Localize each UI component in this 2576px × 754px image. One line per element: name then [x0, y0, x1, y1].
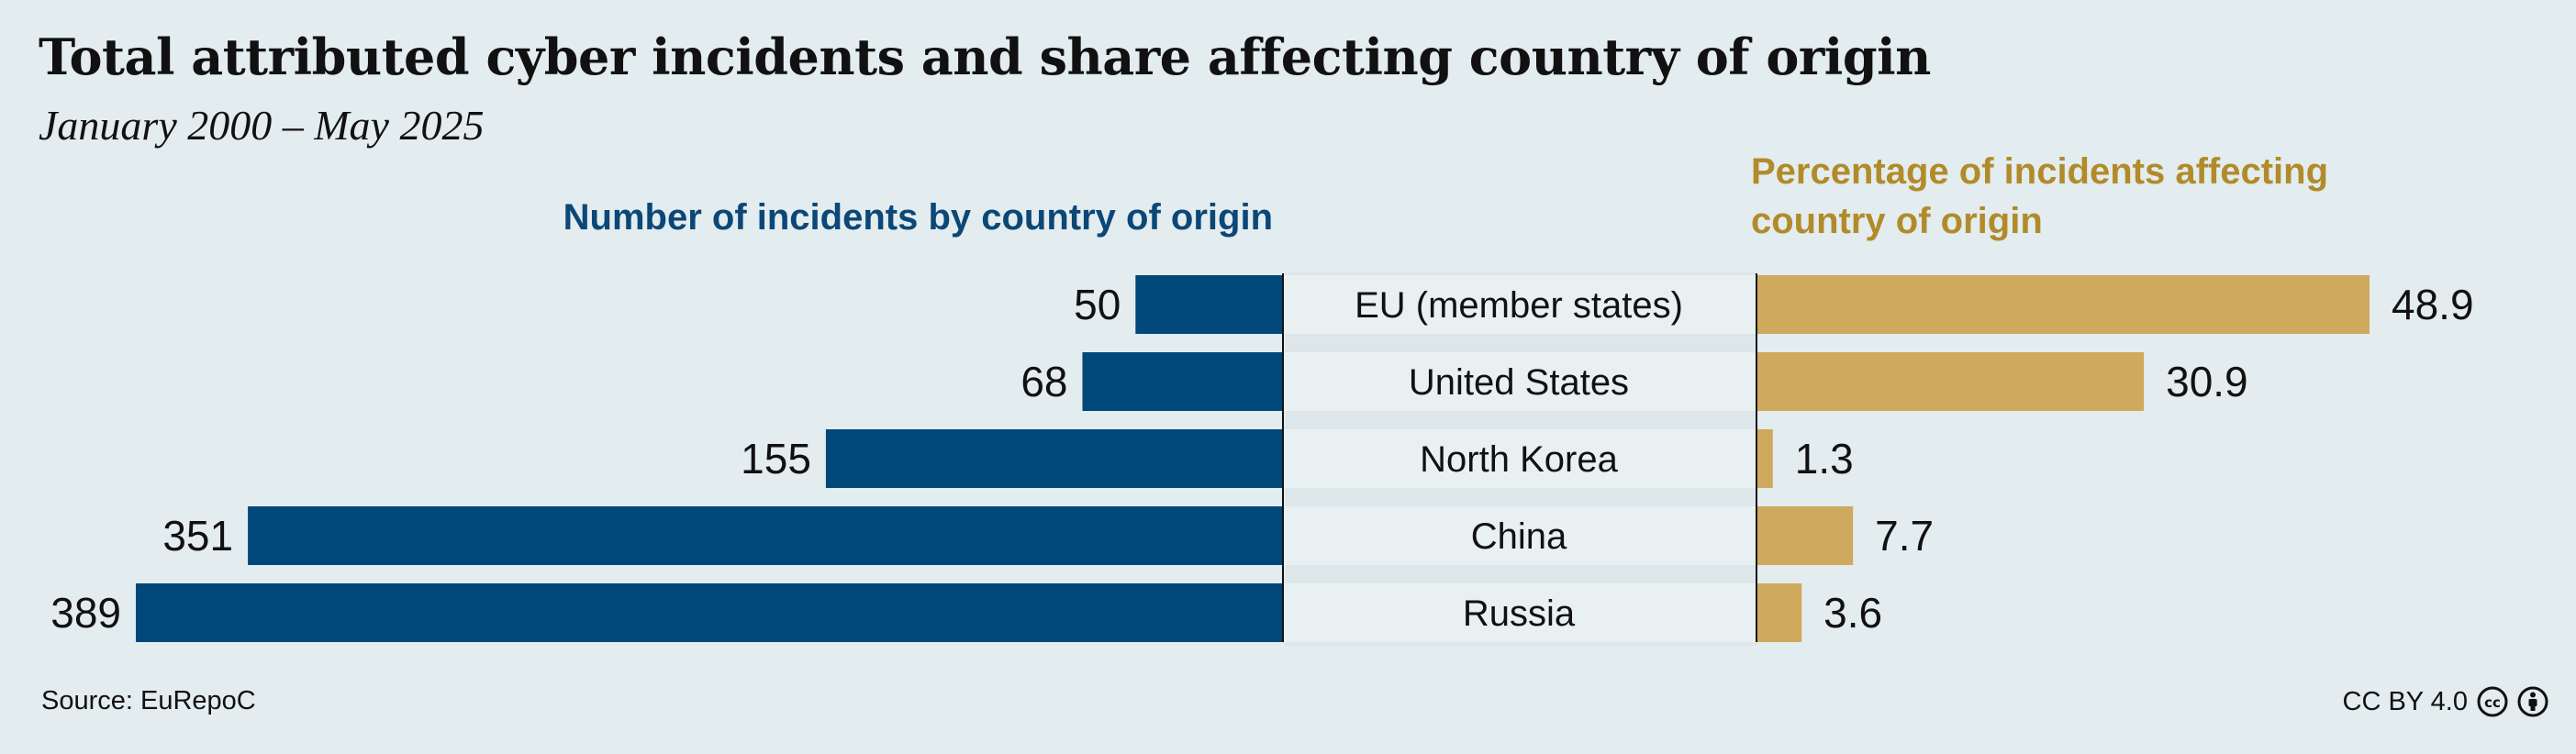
left-value-label: 389 [50, 589, 121, 637]
right-panel-header: Percentage of incidents affecting countr… [1751, 147, 2328, 246]
right-bar [1756, 352, 2145, 411]
left-bar [1082, 352, 1283, 411]
license-text: CC BY 4.0 [2342, 686, 2468, 716]
source-note: Source: EuRepoC [41, 686, 256, 715]
category-cell [1285, 429, 1756, 488]
right-bar [1756, 583, 1802, 642]
right-bar [1756, 429, 1773, 488]
category-label: EU (member states) [1355, 285, 1683, 326]
right-bar [1756, 275, 2370, 334]
cc-icon: cc [2477, 686, 2508, 717]
left-value-label: 68 [1020, 358, 1067, 405]
by-icon [2517, 686, 2548, 717]
category-label: United States [1409, 362, 1629, 403]
left-bar [248, 506, 1284, 565]
right-bar [1756, 506, 1854, 565]
chart-title: Total attributed cyber incidents and sha… [39, 28, 1931, 86]
chart-subtitle: January 2000 – May 2025 [39, 102, 485, 149]
left-bar [1135, 275, 1283, 334]
left-bar [825, 429, 1283, 488]
right-value-label: 1.3 [1795, 435, 1854, 482]
category-cell [1285, 506, 1756, 565]
right-value-label: 7.7 [1875, 512, 1934, 560]
left-value-label: 50 [1074, 281, 1121, 328]
category-label: North Korea [1420, 439, 1618, 480]
svg-text:cc: cc [2484, 694, 2501, 711]
left-value-label: 155 [741, 435, 811, 482]
right-value-label: 3.6 [1823, 589, 1882, 637]
right-value-label: 48.9 [2392, 281, 2474, 328]
category-cell [1285, 352, 1756, 411]
right-header-line-1: Percentage of incidents affecting [1751, 151, 2329, 192]
left-value-label: 351 [162, 512, 233, 560]
category-label: China [1471, 516, 1567, 557]
category-cell [1285, 275, 1756, 334]
right-header-line-2: country of origin [1751, 201, 2043, 241]
license-badge: CC BY 4.0 cc [2343, 686, 2548, 717]
left-panel-header: Number of incidents by country of origin [563, 197, 1273, 238]
right-value-label: 30.9 [2166, 358, 2248, 405]
category-cell [1285, 583, 1756, 642]
left-bar [136, 583, 1283, 642]
category-label: Russia [1463, 593, 1576, 634]
